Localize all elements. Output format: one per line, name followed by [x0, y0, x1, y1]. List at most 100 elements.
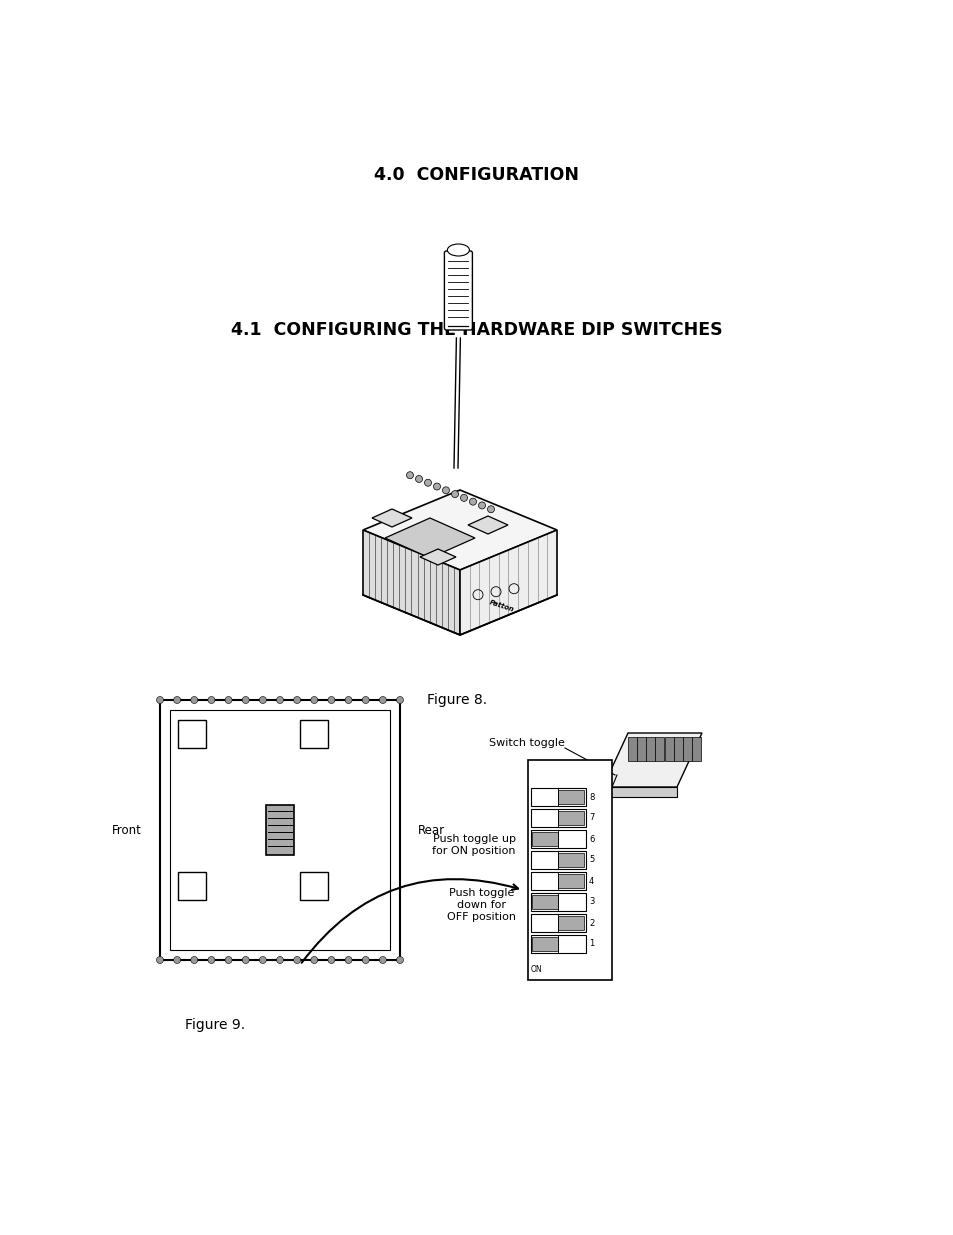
Text: Figure 9.: Figure 9.: [185, 1018, 245, 1032]
Circle shape: [469, 498, 476, 505]
Text: ON: ON: [531, 966, 542, 974]
Circle shape: [416, 475, 422, 483]
Circle shape: [191, 956, 197, 963]
Polygon shape: [459, 530, 557, 635]
Bar: [673, 737, 682, 761]
Circle shape: [478, 501, 485, 509]
Circle shape: [191, 697, 197, 704]
Bar: [692, 737, 700, 761]
Circle shape: [242, 697, 249, 704]
Bar: [645, 737, 655, 761]
Circle shape: [328, 956, 335, 963]
Bar: [532, 832, 558, 846]
Circle shape: [242, 956, 249, 963]
Text: 7: 7: [588, 814, 594, 823]
Circle shape: [345, 697, 352, 704]
Bar: [627, 737, 636, 761]
Text: 4.1  CONFIGURING THE HARDWARE DIP SWITCHES: 4.1 CONFIGURING THE HARDWARE DIP SWITCHE…: [231, 321, 722, 338]
Bar: [299, 720, 328, 748]
Bar: [170, 710, 390, 950]
Circle shape: [311, 956, 317, 963]
FancyBboxPatch shape: [444, 251, 472, 330]
Circle shape: [208, 697, 214, 704]
Circle shape: [173, 697, 180, 704]
Circle shape: [362, 956, 369, 963]
Circle shape: [208, 956, 214, 963]
Text: Push toggle
down for
OFF position: Push toggle down for OFF position: [447, 888, 516, 921]
Polygon shape: [468, 516, 507, 534]
Bar: [558, 916, 583, 930]
Text: 5: 5: [588, 856, 594, 864]
Bar: [531, 914, 585, 932]
Bar: [532, 937, 558, 951]
Polygon shape: [419, 550, 456, 564]
Polygon shape: [363, 530, 459, 635]
Circle shape: [379, 956, 386, 963]
Circle shape: [259, 697, 266, 704]
Polygon shape: [385, 517, 475, 558]
Bar: [531, 935, 585, 953]
Circle shape: [294, 697, 300, 704]
Bar: [637, 737, 645, 761]
Circle shape: [379, 697, 386, 704]
Text: 6: 6: [588, 835, 594, 844]
Bar: [160, 700, 399, 960]
Circle shape: [156, 956, 163, 963]
Bar: [558, 790, 583, 804]
Circle shape: [276, 697, 283, 704]
Text: Switch toggle: Switch toggle: [489, 739, 564, 748]
Circle shape: [294, 956, 300, 963]
Polygon shape: [363, 490, 557, 571]
Bar: [531, 830, 585, 848]
Text: Patton: Patton: [488, 599, 515, 613]
Bar: [655, 737, 663, 761]
Bar: [531, 809, 585, 827]
Circle shape: [259, 956, 266, 963]
Circle shape: [396, 956, 403, 963]
Bar: [266, 805, 294, 855]
Circle shape: [433, 483, 440, 490]
Bar: [178, 872, 206, 900]
Circle shape: [451, 490, 458, 498]
Ellipse shape: [447, 245, 469, 256]
Polygon shape: [372, 509, 412, 527]
Circle shape: [328, 697, 335, 704]
Bar: [664, 737, 673, 761]
Bar: [299, 872, 328, 900]
Polygon shape: [602, 734, 701, 787]
Circle shape: [424, 479, 431, 487]
Bar: [531, 893, 585, 911]
Text: 8: 8: [588, 793, 594, 802]
Circle shape: [396, 697, 403, 704]
Bar: [178, 720, 206, 748]
Circle shape: [156, 697, 163, 704]
Text: Rear: Rear: [417, 824, 445, 836]
Text: 1: 1: [588, 940, 594, 948]
Bar: [531, 851, 585, 869]
Circle shape: [406, 472, 413, 479]
Circle shape: [173, 956, 180, 963]
Bar: [531, 788, 585, 806]
Circle shape: [460, 494, 467, 501]
Bar: [558, 811, 583, 825]
Bar: [532, 895, 558, 909]
Circle shape: [345, 956, 352, 963]
Text: 4.0  CONFIGURATION: 4.0 CONFIGURATION: [375, 165, 578, 184]
Text: 2: 2: [588, 919, 594, 927]
Circle shape: [311, 697, 317, 704]
Circle shape: [225, 697, 232, 704]
Bar: [682, 737, 691, 761]
Bar: [558, 853, 583, 867]
Bar: [527, 760, 612, 981]
Bar: [558, 874, 583, 888]
Circle shape: [225, 956, 232, 963]
Circle shape: [487, 505, 494, 513]
Text: Push toggle up
for ON position: Push toggle up for ON position: [432, 834, 516, 856]
Circle shape: [276, 956, 283, 963]
Circle shape: [362, 697, 369, 704]
Polygon shape: [602, 787, 677, 797]
Text: 4: 4: [588, 877, 594, 885]
Text: Front: Front: [112, 824, 142, 836]
Circle shape: [442, 487, 449, 494]
Text: Figure 8.: Figure 8.: [427, 693, 487, 706]
